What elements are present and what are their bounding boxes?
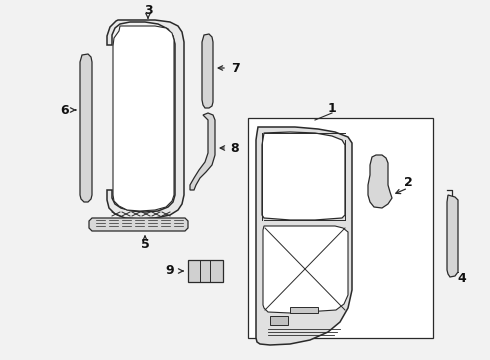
Polygon shape <box>447 195 458 277</box>
Polygon shape <box>190 113 215 190</box>
Text: 7: 7 <box>231 62 240 75</box>
Polygon shape <box>262 132 345 220</box>
Polygon shape <box>202 34 213 108</box>
Text: 8: 8 <box>231 141 239 154</box>
Text: 9: 9 <box>166 265 174 278</box>
Polygon shape <box>368 155 392 208</box>
Bar <box>188 260 223 282</box>
Text: 3: 3 <box>144 4 152 17</box>
Polygon shape <box>256 127 352 345</box>
Bar <box>290 307 318 313</box>
Text: 6: 6 <box>61 104 69 117</box>
Text: 4: 4 <box>458 271 466 284</box>
Text: 5: 5 <box>141 238 149 252</box>
Polygon shape <box>107 20 184 219</box>
Text: 2: 2 <box>404 175 413 189</box>
Polygon shape <box>89 218 188 231</box>
Bar <box>248 118 433 338</box>
Polygon shape <box>80 54 92 202</box>
Bar <box>270 316 288 325</box>
Polygon shape <box>113 26 174 211</box>
Polygon shape <box>263 226 348 313</box>
Text: 1: 1 <box>328 102 336 114</box>
